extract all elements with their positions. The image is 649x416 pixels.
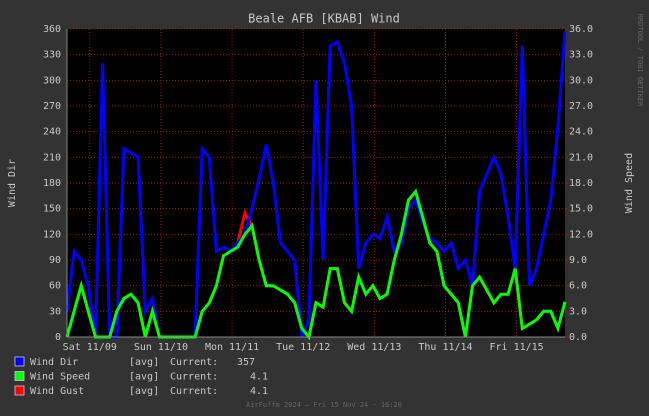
y2-tick-label: 0.0 [569, 332, 587, 343]
legend-swatch [14, 385, 25, 396]
y2-tick-label: 30.0 [569, 75, 593, 86]
series-line [65, 31, 567, 339]
x-tick-label: Mon 11/11 [205, 342, 259, 353]
y-tick-label: 210 [43, 152, 61, 163]
legend-current-value: 4.1 [250, 386, 268, 397]
legend-current-value: 357 [237, 357, 255, 368]
legend-current-label: Current: [170, 357, 218, 368]
legend-stat: [avg] [129, 357, 159, 368]
legend-current-label: Current: [170, 386, 218, 397]
y2-tick-label: 27.0 [569, 101, 593, 112]
legend-label: Wind Dir [30, 357, 78, 368]
y2-tick-label: 18.0 [569, 178, 593, 189]
legend-swatch [14, 356, 25, 367]
legend-swatch [14, 371, 25, 381]
x-tick-label: Fri 11/15 [490, 342, 544, 353]
legend-stat: [avg] [129, 372, 159, 383]
y-axis-label: Wind Dir [7, 159, 18, 207]
footer: AirFuffm 2024 — Fri 15 Nov 24 - 16:20 [246, 401, 402, 409]
y2-tick-label: 21.0 [569, 152, 593, 163]
legend-current-label: Current: [170, 372, 218, 383]
series-line [65, 188, 567, 341]
y2-axis-label: Wind Speed [624, 153, 635, 213]
y2-tick-label: 33.0 [569, 50, 593, 61]
watermark: RRDTOOL / TOBI OETIKER [636, 14, 644, 108]
y-tick-label: 240 [43, 127, 61, 138]
legend-label: Wind Speed [30, 372, 90, 383]
x-tick-label: Sun 11/10 [134, 342, 188, 353]
y2-tick-label: 9.0 [569, 255, 587, 266]
x-tick-label: Wed 11/13 [347, 342, 401, 353]
y2-tick-label: 12.0 [569, 229, 593, 240]
x-tick-label: Tue 11/12 [276, 342, 330, 353]
x-tick-label: Thu 11/14 [418, 342, 472, 353]
y-tick-label: 30 [49, 306, 61, 317]
y-tick-label: 90 [49, 255, 61, 266]
y-tick-label: 150 [43, 204, 61, 215]
chart-title: Beale AFB [KBAB] Wind [248, 12, 400, 26]
y2-tick-label: 3.0 [569, 306, 587, 317]
y-tick-label: 360 [43, 24, 61, 35]
y2-tick-label: 36.0 [569, 24, 593, 35]
y-tick-label: 0 [55, 332, 61, 343]
y-tick-label: 60 [49, 281, 61, 292]
y-tick-label: 330 [43, 50, 61, 61]
y-tick-label: 180 [43, 178, 61, 189]
y2-tick-label: 6.0 [569, 281, 587, 292]
legend-label: Wind Gust [30, 386, 84, 397]
x-tick-label: Sat 11/09 [63, 342, 117, 353]
legend-stat: [avg] [129, 386, 159, 397]
y-tick-label: 270 [43, 101, 61, 112]
legend-current-value: 4.1 [250, 372, 268, 383]
y2-tick-label: 24.0 [569, 127, 593, 138]
y-tick-label: 300 [43, 75, 61, 86]
y2-tick-label: 15.0 [569, 204, 593, 215]
y-tick-label: 120 [43, 229, 61, 240]
